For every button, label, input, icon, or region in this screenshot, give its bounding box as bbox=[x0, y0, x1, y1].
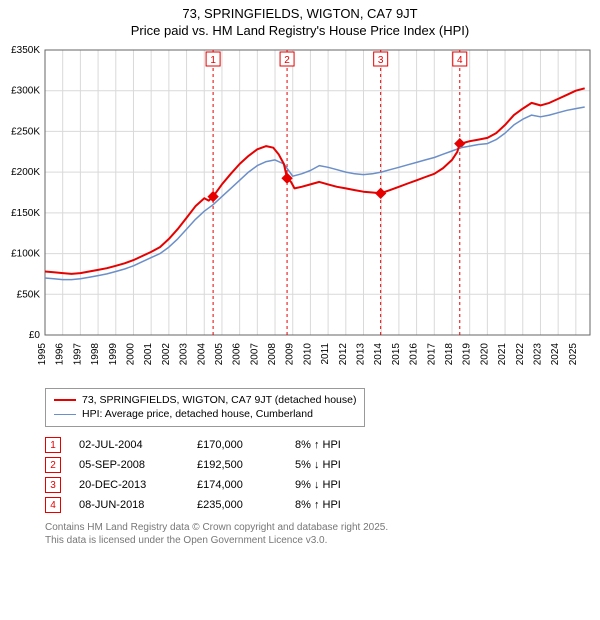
event-date: 08-JUN-2018 bbox=[79, 499, 179, 511]
svg-text:1998: 1998 bbox=[90, 342, 101, 365]
svg-text:2010: 2010 bbox=[302, 342, 313, 365]
event-date: 02-JUL-2004 bbox=[79, 439, 179, 451]
event-date: 20-DEC-2013 bbox=[79, 479, 179, 491]
svg-text:2020: 2020 bbox=[479, 342, 490, 365]
svg-text:2008: 2008 bbox=[267, 342, 278, 365]
svg-text:2002: 2002 bbox=[161, 342, 172, 365]
svg-text:2022: 2022 bbox=[515, 342, 526, 365]
svg-text:3: 3 bbox=[378, 55, 384, 66]
svg-text:£150K: £150K bbox=[11, 208, 40, 219]
event-date: 05-SEP-2008 bbox=[79, 459, 179, 471]
svg-text:2000: 2000 bbox=[125, 342, 136, 365]
svg-text:£300K: £300K bbox=[11, 85, 40, 96]
event-delta: 8% ↑ HPI bbox=[295, 499, 395, 511]
svg-text:2006: 2006 bbox=[232, 342, 243, 365]
legend-row-hpi: HPI: Average price, detached house, Cumb… bbox=[54, 407, 356, 422]
event-row: 4 08-JUN-2018 £235,000 8% ↑ HPI bbox=[45, 497, 600, 513]
license-text: Contains HM Land Registry data © Crown c… bbox=[45, 521, 600, 547]
events-table: 1 02-JUL-2004 £170,000 8% ↑ HPI 2 05-SEP-2008… bbox=[45, 437, 600, 513]
event-row: 1 02-JUL-2004 £170,000 8% ↑ HPI bbox=[45, 437, 600, 453]
svg-text:2015: 2015 bbox=[391, 342, 402, 365]
event-price: £170,000 bbox=[197, 439, 277, 451]
svg-text:4: 4 bbox=[457, 55, 463, 66]
svg-text:2001: 2001 bbox=[143, 342, 154, 365]
svg-text:2012: 2012 bbox=[338, 342, 349, 365]
svg-text:2: 2 bbox=[284, 55, 290, 66]
event-row: 3 20-DEC-2013 £174,000 9% ↓ HPI bbox=[45, 477, 600, 493]
svg-text:2009: 2009 bbox=[285, 342, 296, 365]
svg-text:2011: 2011 bbox=[320, 342, 331, 364]
legend-label-hpi: HPI: Average price, detached house, Cumb… bbox=[82, 407, 313, 422]
svg-text:1996: 1996 bbox=[55, 342, 66, 365]
legend-swatch-subject bbox=[54, 399, 76, 401]
svg-text:£50K: £50K bbox=[17, 289, 41, 300]
chart-svg: £0 £50K £100K £150K £200K £250K £300K £350K 1995… bbox=[0, 40, 600, 380]
event-marker: 1 bbox=[45, 437, 61, 453]
event-delta: 9% ↓ HPI bbox=[295, 479, 395, 491]
svg-text:2013: 2013 bbox=[356, 342, 367, 365]
svg-text:2018: 2018 bbox=[444, 342, 455, 365]
svg-text:2025: 2025 bbox=[568, 342, 579, 365]
license-line2: This data is licensed under the Open Gov… bbox=[45, 534, 600, 547]
svg-text:£350K: £350K bbox=[11, 45, 40, 56]
svg-text:2007: 2007 bbox=[249, 342, 260, 365]
svg-text:1997: 1997 bbox=[72, 342, 83, 365]
event-marker: 2 bbox=[45, 457, 61, 473]
svg-text:1999: 1999 bbox=[108, 342, 119, 365]
event-marker: 3 bbox=[45, 477, 61, 493]
event-price: £174,000 bbox=[197, 479, 277, 491]
svg-text:2024: 2024 bbox=[550, 342, 561, 365]
svg-text:2014: 2014 bbox=[373, 342, 384, 365]
event-delta: 8% ↑ HPI bbox=[295, 439, 395, 451]
svg-text:2003: 2003 bbox=[179, 342, 190, 365]
legend-label-subject: 73, SPRINGFIELDS, WIGTON, CA7 9JT (detac… bbox=[82, 393, 356, 408]
event-delta: 5% ↓ HPI bbox=[295, 459, 395, 471]
chart-area: £0 £50K £100K £150K £200K £250K £300K £350K 1995… bbox=[0, 40, 600, 380]
svg-text:2016: 2016 bbox=[409, 342, 420, 365]
chart-title: 73, SPRINGFIELDS, WIGTON, CA7 9JT Price … bbox=[0, 6, 600, 40]
title-line2: Price paid vs. HM Land Registry's House … bbox=[0, 23, 600, 40]
svg-text:2023: 2023 bbox=[532, 342, 543, 365]
event-marker: 4 bbox=[45, 497, 61, 513]
event-price: £192,500 bbox=[197, 459, 277, 471]
svg-text:£0: £0 bbox=[29, 330, 41, 341]
svg-text:£250K: £250K bbox=[11, 126, 40, 137]
svg-text:2019: 2019 bbox=[462, 342, 473, 365]
license-line1: Contains HM Land Registry data © Crown c… bbox=[45, 521, 600, 534]
svg-text:2021: 2021 bbox=[497, 342, 508, 365]
svg-text:£100K: £100K bbox=[11, 248, 40, 259]
legend: 73, SPRINGFIELDS, WIGTON, CA7 9JT (detac… bbox=[45, 388, 365, 427]
legend-swatch-hpi bbox=[54, 414, 76, 415]
svg-text:2017: 2017 bbox=[426, 342, 437, 365]
svg-text:1: 1 bbox=[210, 55, 216, 66]
svg-text:2005: 2005 bbox=[214, 342, 225, 365]
event-row: 2 05-SEP-2008 £192,500 5% ↓ HPI bbox=[45, 457, 600, 473]
legend-row-subject: 73, SPRINGFIELDS, WIGTON, CA7 9JT (detac… bbox=[54, 393, 356, 408]
event-price: £235,000 bbox=[197, 499, 277, 511]
title-line1: 73, SPRINGFIELDS, WIGTON, CA7 9JT bbox=[0, 6, 600, 23]
svg-text:2004: 2004 bbox=[196, 342, 207, 365]
svg-text:1995: 1995 bbox=[37, 342, 48, 365]
svg-text:£200K: £200K bbox=[11, 167, 40, 178]
